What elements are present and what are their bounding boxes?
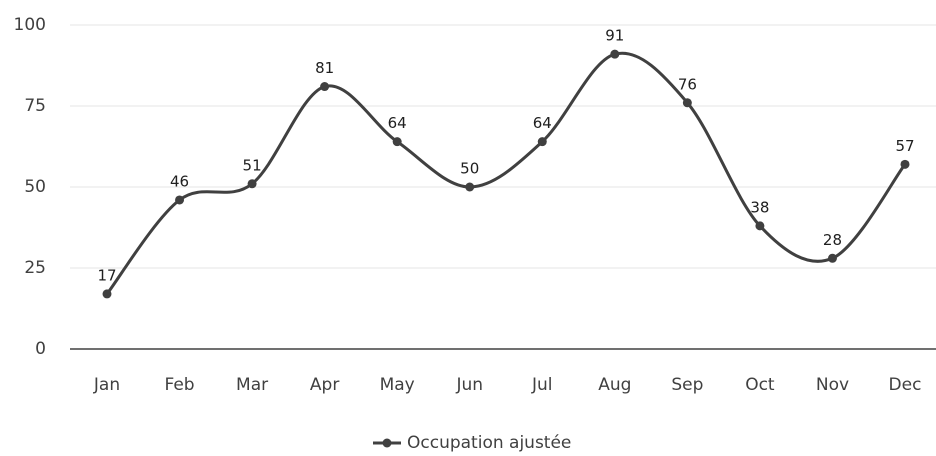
point [320, 82, 330, 92]
value-label: 17 [97, 266, 116, 284]
y-tick-label: 50 [24, 177, 46, 197]
point [755, 221, 765, 231]
point [465, 182, 475, 192]
value-label: 50 [460, 160, 479, 178]
y-tick-label: 0 [35, 339, 46, 359]
point [537, 137, 547, 147]
point [900, 159, 910, 169]
y-tick-label: 25 [24, 258, 46, 278]
point [175, 195, 185, 205]
value-label: 64 [533, 114, 552, 132]
value-label: 38 [750, 198, 769, 216]
x-tick-label: Sep [671, 375, 703, 395]
value-label: 51 [243, 156, 262, 174]
line [105, 51, 907, 295]
x-tick-label: Dec [889, 375, 922, 395]
value-label: 46 [170, 172, 189, 190]
point [392, 137, 402, 147]
point [682, 98, 692, 108]
value-label: 91 [605, 27, 624, 45]
point [827, 253, 837, 263]
x-tick-label: Nov [816, 375, 849, 395]
point [102, 289, 112, 299]
legend-marker [382, 438, 392, 448]
value-label: 28 [823, 231, 842, 249]
x-tick-label: Apr [310, 375, 339, 395]
value-label: 81 [315, 59, 334, 77]
x-tick-label: Jul [531, 375, 553, 395]
y-tick-label: 75 [24, 96, 46, 116]
y-tick-label: 100 [14, 15, 46, 35]
x-tick-label: Jun [455, 375, 483, 395]
point [247, 179, 257, 189]
x-tick-label: Oct [745, 375, 775, 395]
point [610, 49, 620, 59]
x-tick-label: Aug [598, 375, 631, 395]
x-tick-label: Mar [236, 375, 268, 395]
value-label: 64 [388, 114, 407, 132]
x-tick-label: May [380, 375, 415, 395]
x-tick-label: Jan [93, 375, 120, 395]
x-tick-label: Feb [164, 375, 194, 395]
value-label: 76 [678, 75, 697, 93]
legend-label: Occupation ajustée [407, 433, 571, 453]
value-label: 57 [895, 137, 914, 155]
